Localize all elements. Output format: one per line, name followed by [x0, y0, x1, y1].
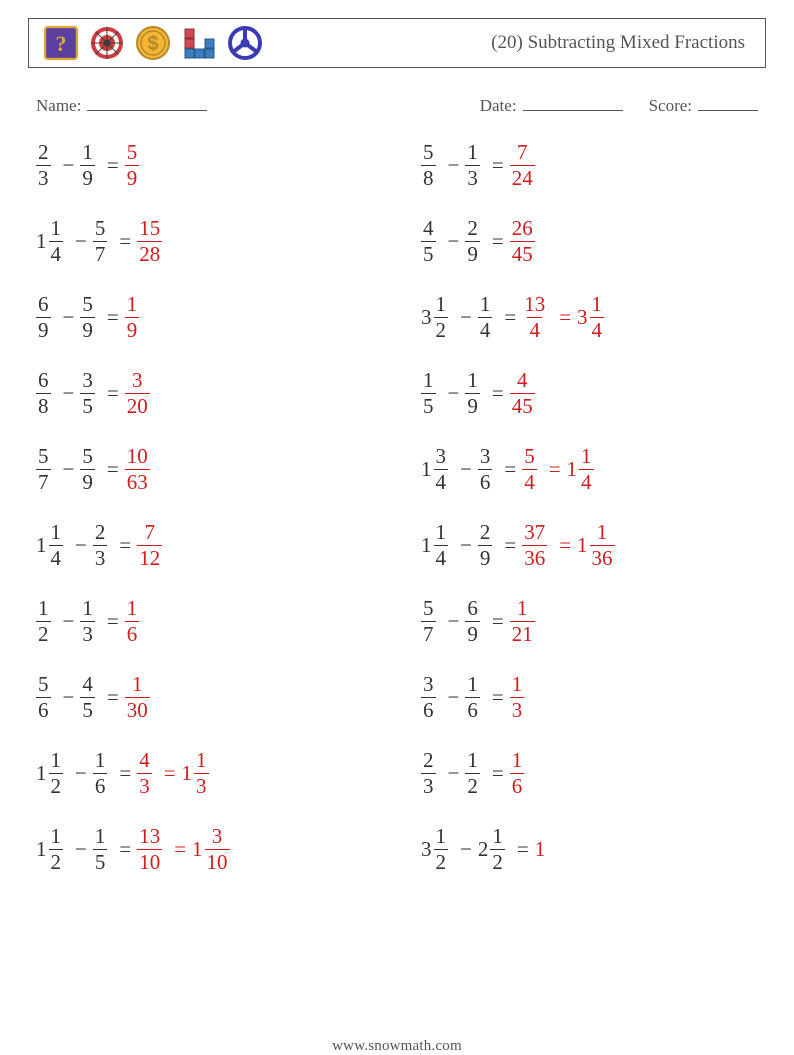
- problem-row: 312−212=1: [421, 812, 766, 888]
- problem-row: 23−12=16: [421, 736, 766, 812]
- score-blank: [698, 92, 758, 111]
- header-box: ? $: [28, 18, 766, 68]
- coin-icon: $: [135, 25, 171, 61]
- problem-row: 36−16=13: [421, 660, 766, 736]
- worksheet-title: (20) Subtracting Mixed Fractions: [491, 32, 751, 54]
- problem-row: 23−19=59: [36, 128, 381, 204]
- problem-row: 69−59=19: [36, 280, 381, 356]
- date-label: Date:: [480, 96, 517, 116]
- problem-row: 15−19=445: [421, 356, 766, 432]
- footer-url: www.snowmath.com: [28, 1038, 766, 1055]
- problem-row: 12−13=16: [36, 584, 381, 660]
- problems-area: 23−19=59114−57=152869−59=1968−35=32057−5…: [28, 128, 766, 888]
- question-icon: ?: [43, 25, 79, 61]
- problems-column-left: 23−19=59114−57=152869−59=1968−35=32057−5…: [36, 128, 381, 888]
- problems-column-right: 58−13=72445−29=2645312−14=134=31415−19=4…: [421, 128, 766, 888]
- date-blank: [523, 92, 623, 111]
- problem-row: 57−69=121: [421, 584, 766, 660]
- dartboard-icon: [89, 25, 125, 61]
- problem-row: 112−16=43=113: [36, 736, 381, 812]
- steering-wheel-icon: [227, 25, 263, 61]
- tetris-icon: [181, 25, 217, 61]
- meta-row: Name: Date: Score:: [28, 92, 766, 128]
- name-blank: [87, 92, 207, 111]
- problem-row: 114−57=1528: [36, 204, 381, 280]
- problem-row: 114−29=3736=1136: [421, 508, 766, 584]
- problem-row: 68−35=320: [36, 356, 381, 432]
- problem-row: 58−13=724: [421, 128, 766, 204]
- problem-row: 45−29=2645: [421, 204, 766, 280]
- svg-text:?: ?: [56, 31, 67, 56]
- problem-row: 134−36=54=114: [421, 432, 766, 508]
- header-icons: ? $: [43, 25, 263, 61]
- problem-row: 57−59=1063: [36, 432, 381, 508]
- problem-row: 56−45=130: [36, 660, 381, 736]
- problem-row: 312−14=134=314: [421, 280, 766, 356]
- problem-row: 114−23=712: [36, 508, 381, 584]
- svg-text:$: $: [147, 33, 158, 55]
- problem-row: 112−15=1310=1310: [36, 812, 381, 888]
- name-label: Name:: [36, 96, 81, 116]
- score-label: Score:: [649, 96, 692, 116]
